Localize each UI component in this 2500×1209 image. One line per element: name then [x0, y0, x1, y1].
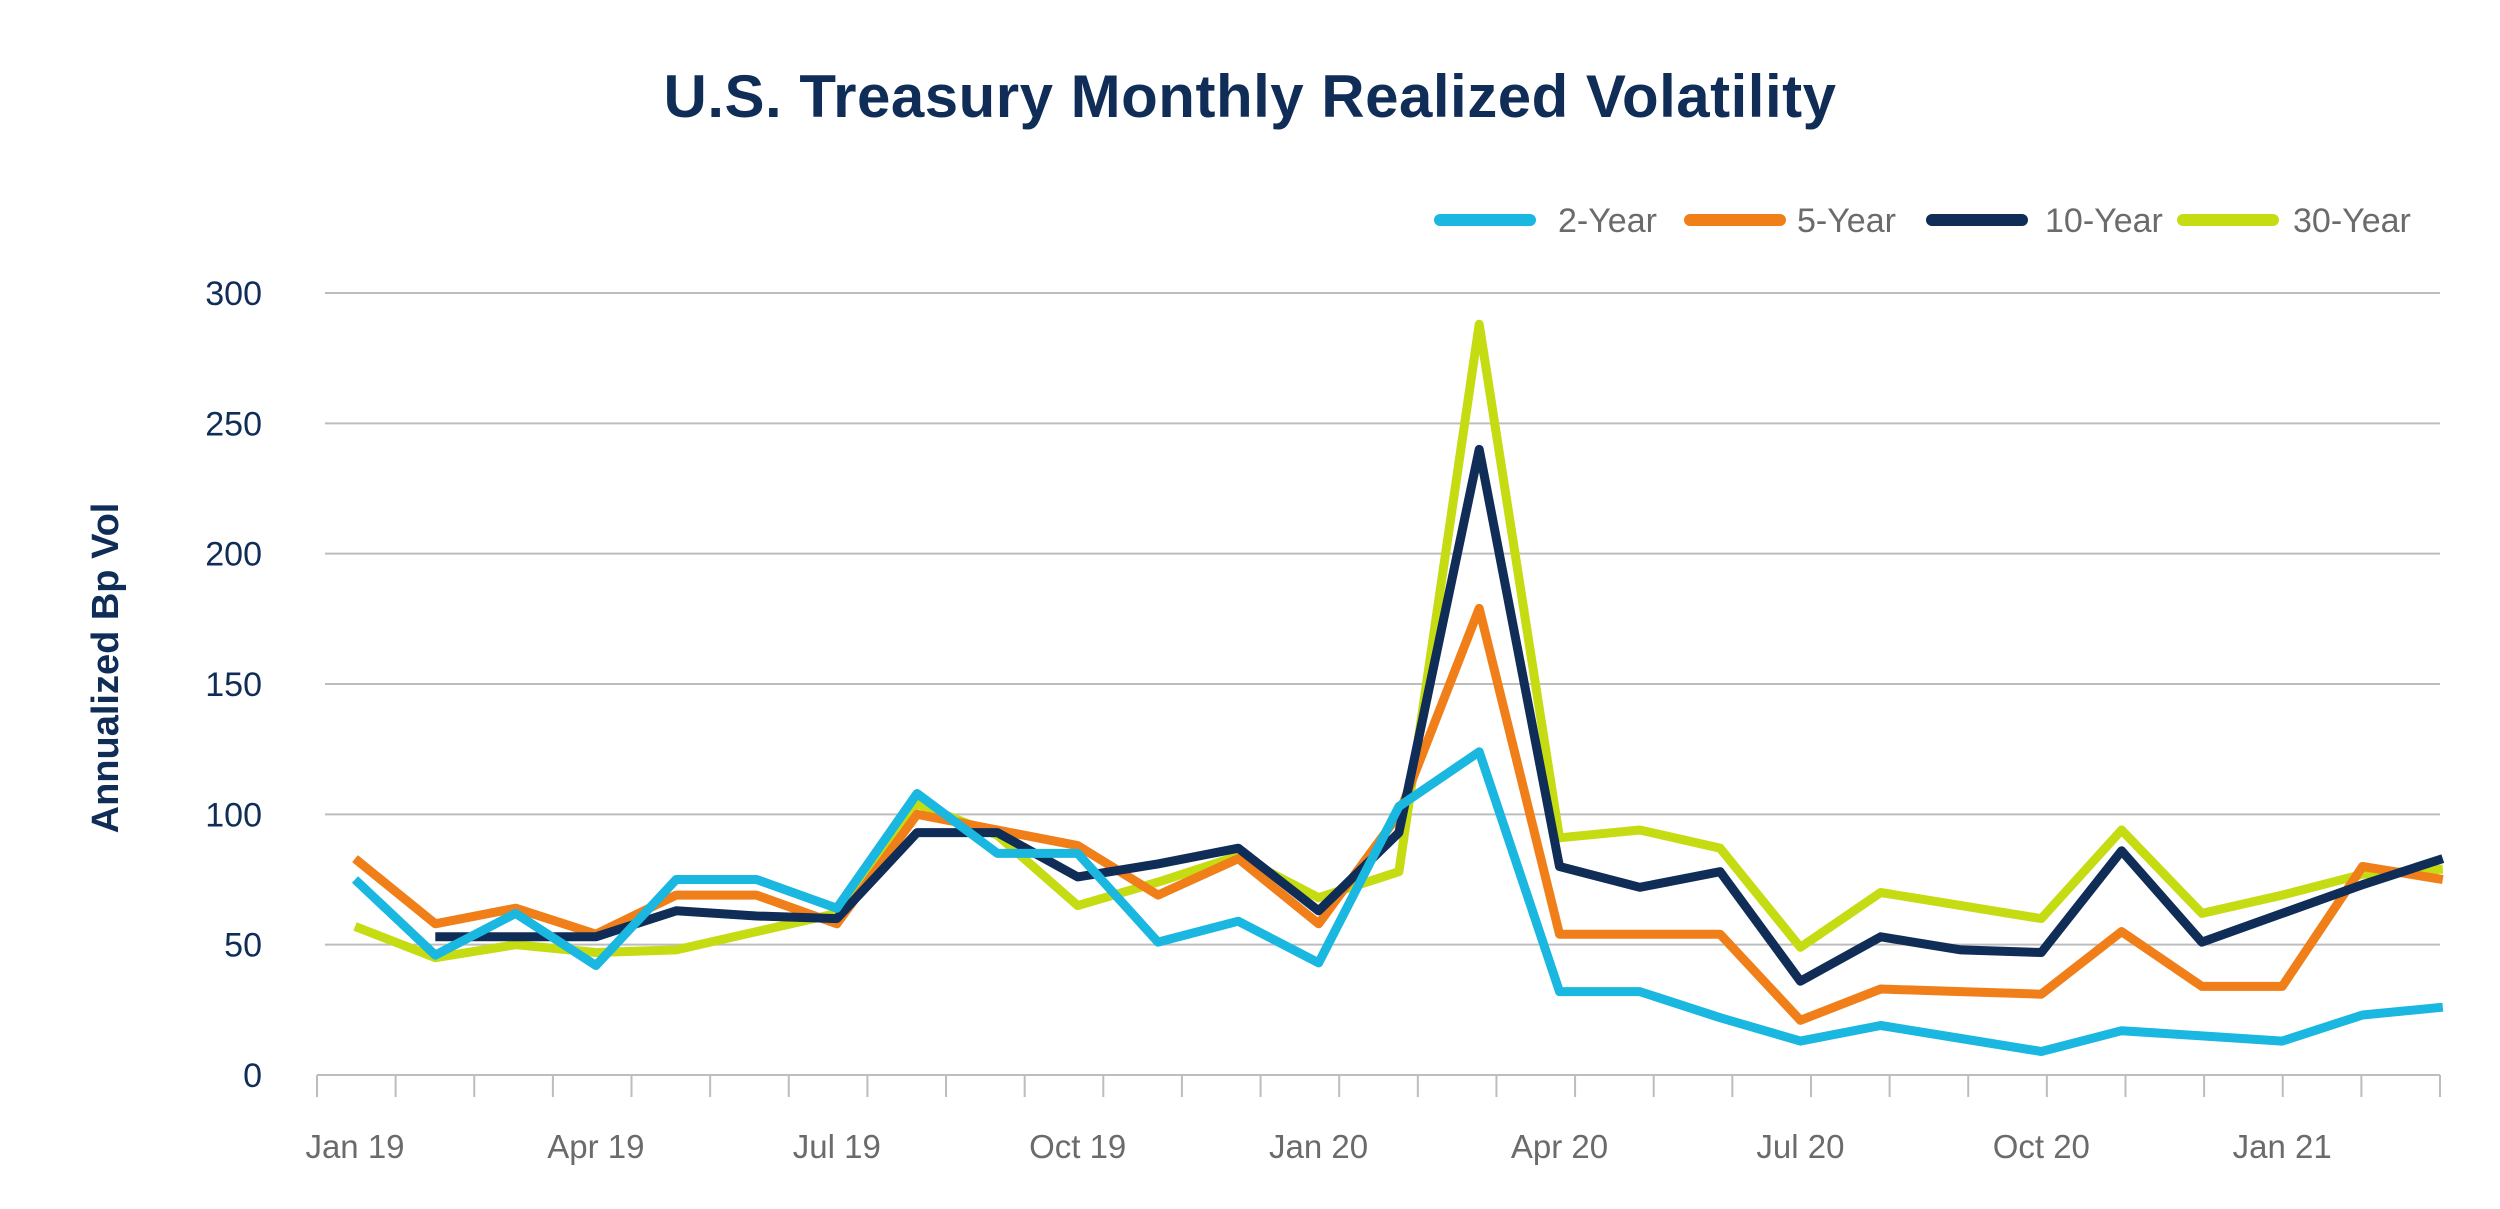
series-lines: [351, 319, 2445, 1056]
y-tick-label: 100: [205, 796, 262, 834]
y-tick-label: 250: [205, 405, 262, 443]
y-axis-label: Annualized Bp Vol: [85, 503, 127, 834]
x-tick-label: Apr 20: [1511, 1128, 1608, 1165]
legend-label-10-year: 10-Year: [2045, 202, 2163, 240]
x-tick-label: Jul 19: [793, 1128, 881, 1165]
legend-label-2-year: 2-Year: [1558, 202, 1657, 240]
y-axis-ticks: 0 50 100 150 200 250 300: [205, 275, 262, 1095]
x-tick-label: Jul 20: [1756, 1128, 1844, 1165]
y-tick-label: 150: [205, 666, 262, 704]
x-tick-label: Apr 19: [547, 1128, 644, 1165]
x-tick-label: Jan 19: [305, 1128, 404, 1165]
x-tick-label: Jan 21: [2233, 1128, 2332, 1165]
x-tick-label: Jan 20: [1269, 1128, 1368, 1165]
legend: 2-Year 5-Year 10-Year 30-Year: [1434, 202, 2411, 240]
x-tick-label: Oct 20: [1993, 1128, 2090, 1165]
legend-label-5-year: 5-Year: [1797, 202, 1896, 240]
series-line-30-year: [353, 319, 2444, 963]
legend-label-30-year: 30-Year: [2293, 202, 2411, 240]
chart-title: U.S. Treasury Monthly Realized Volatilit…: [663, 63, 1837, 130]
y-tick-label: 0: [243, 1057, 262, 1095]
x-tick-label: Oct 19: [1029, 1128, 1126, 1165]
y-tick-label: 300: [205, 275, 262, 313]
x-axis-ticks: Jan 19 Apr 19 Jul 19 Oct 19 Jan 20 Apr 20 Jul …: [305, 1128, 2331, 1165]
y-tick-label: 50: [224, 927, 262, 965]
y-tick-label: 200: [205, 536, 262, 574]
x-axis: [316, 1074, 2441, 1097]
series-line-2-year: [351, 747, 2444, 1056]
series-line-10-year: [435, 444, 2445, 986]
grid-lines: [325, 292, 2440, 946]
